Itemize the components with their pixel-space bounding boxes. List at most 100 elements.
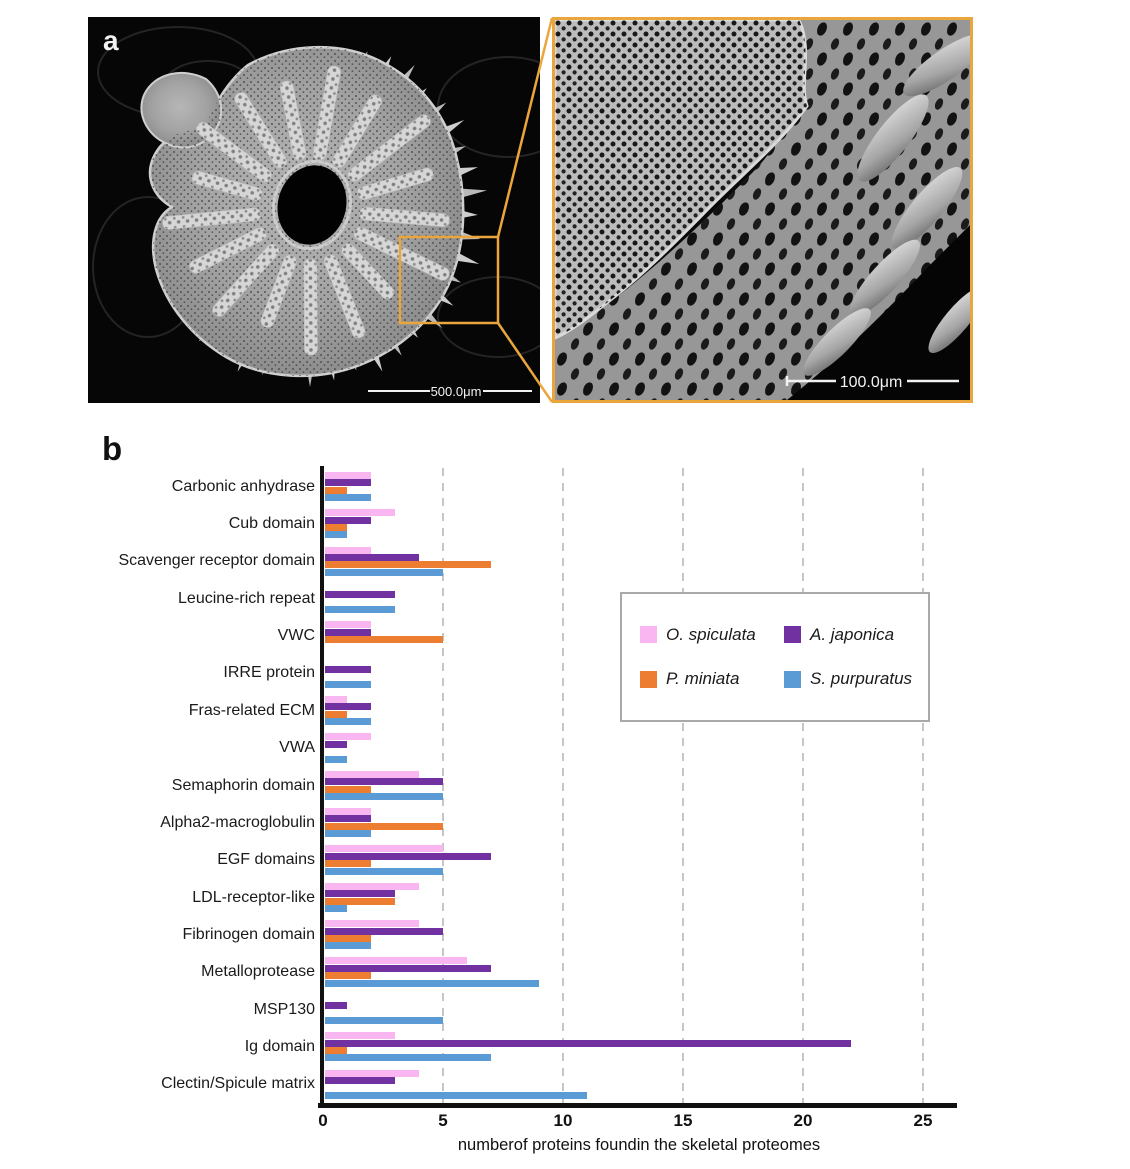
bar-a-japonica-ldl-receptor-like	[325, 890, 395, 898]
category-label-leucine-rich-repeat: Leucine-rich repeat	[178, 589, 315, 607]
zoom-roi-box	[398, 235, 500, 325]
bar-s-purpuratus-scavenger-receptor-domain	[325, 568, 443, 576]
legend-label-p-miniata: P. miniata	[666, 669, 740, 689]
sem-main-micrograph: 500.0μm	[88, 17, 540, 403]
bar-p-miniata-ig-domain	[325, 1046, 347, 1054]
bar-s-purpuratus-clectin-spicule-matrix	[325, 1091, 587, 1099]
category-label-ig-domain: Ig domain	[244, 1037, 315, 1055]
bar-a-japonica-metalloprotease	[325, 964, 491, 972]
bar-s-purpuratus-metalloprotease	[325, 979, 539, 987]
legend-swatch-s-purpuratus	[784, 670, 801, 688]
legend-swatch-o-spiculata	[640, 626, 657, 644]
bar-a-japonica-vwc	[325, 628, 371, 636]
bar-s-purpuratus-leucine-rich-repeat	[325, 606, 395, 614]
panel-b-label: b	[102, 430, 123, 467]
category-label-msp130: MSP130	[253, 1000, 315, 1018]
legend-item-s-purpuratus: S. purpuratus	[784, 669, 928, 689]
bar-o-spiculata-vwc	[325, 621, 371, 629]
bar-p-miniata-fibrinogen-domain	[325, 934, 371, 942]
bar-s-purpuratus-irre-protein	[325, 680, 371, 688]
bar-s-purpuratus-egf-domains	[325, 867, 443, 875]
x-axis-line	[318, 1103, 957, 1108]
bar-a-japonica-egf-domains	[325, 852, 491, 860]
x-tick-10: 10	[553, 1111, 573, 1130]
chart-legend: O. spiculata A. japonica P. miniata S. purp…	[620, 592, 930, 722]
bar-o-spiculata-egf-domains	[325, 845, 443, 853]
sem-inset-image: 100.0μm	[552, 17, 973, 403]
category-label-clectin-spicule-matrix: Clectin/Spicule matrix	[161, 1075, 315, 1093]
bar-o-spiculata-alpha2-macroglobulin	[325, 808, 371, 816]
bar-p-miniata-vwc	[325, 636, 443, 644]
inset-scale-bar	[785, 376, 959, 386]
bar-s-purpuratus-carbonic-anhydrase	[325, 494, 371, 502]
bar-a-japonica-semaphorin-domain	[325, 778, 443, 786]
gridline-15	[682, 468, 684, 1103]
bar-a-japonica-fibrinogen-domain	[325, 927, 443, 935]
bar-s-purpuratus-msp130	[325, 1017, 443, 1025]
x-tick-25: 25	[913, 1111, 933, 1130]
legend-swatch-p-miniata	[640, 670, 657, 688]
x-axis-title: numberof proteins foundin the skeletal p…	[457, 1136, 821, 1154]
inset-spines	[803, 33, 970, 376]
panel-a-label: a	[103, 25, 119, 56]
x-tick-5: 5	[438, 1111, 448, 1130]
category-label-scavenger-receptor-domain: Scavenger receptor domain	[118, 552, 315, 570]
gridline-20	[802, 468, 804, 1103]
ossicle-central-hole	[272, 159, 352, 251]
bar-a-japonica-clectin-spicule-matrix	[325, 1076, 395, 1084]
bar-a-japonica-fras-related-ecm	[325, 703, 371, 711]
bar-a-japonica-leucine-rich-repeat	[325, 591, 395, 599]
legend-label-a-japonica: A. japonica	[810, 624, 895, 644]
bar-a-japonica-irre-protein	[325, 666, 371, 674]
bar-s-purpuratus-fibrinogen-domain	[325, 942, 371, 950]
bar-a-japonica-ig-domain	[325, 1039, 851, 1047]
main-scale-bar-text: 500.0μm	[431, 384, 482, 399]
legend-item-o-spiculata: O. spiculata	[640, 625, 784, 645]
bar-s-purpuratus-fras-related-ecm	[325, 718, 371, 726]
category-label-carbonic-anhydrase: Carbonic anhydrase	[171, 477, 315, 495]
ossicle-ridges	[162, 65, 450, 356]
category-label-vwa: VWA	[279, 739, 315, 757]
bar-o-spiculata-metalloprotease	[325, 957, 467, 965]
bar-o-spiculata-ig-domain	[325, 1032, 395, 1040]
bar-o-spiculata-carbonic-anhydrase	[325, 471, 371, 479]
x-tick-20: 20	[793, 1111, 813, 1130]
bar-a-japonica-alpha2-macroglobulin	[325, 815, 371, 823]
bar-a-japonica-cub-domain	[325, 516, 371, 524]
category-label-fras-related-ecm: Fras-related ECM	[188, 701, 315, 719]
bar-p-miniata-semaphorin-domain	[325, 785, 371, 793]
category-label-fibrinogen-domain: Fibrinogen domain	[182, 925, 315, 943]
sem-main-image: 500.0μm a	[88, 17, 540, 403]
bar-s-purpuratus-semaphorin-domain	[325, 792, 443, 800]
gridline-25	[922, 468, 924, 1103]
gridline-10	[562, 468, 564, 1103]
x-tick-15: 15	[673, 1111, 693, 1130]
bar-s-purpuratus-vwa	[325, 755, 347, 763]
category-label-ldl-receptor-like: LDL-receptor-like	[192, 888, 315, 906]
category-label-egf-domains: EGF domains	[217, 851, 315, 869]
legend-label-s-purpuratus: S. purpuratus	[810, 669, 913, 689]
bar-s-purpuratus-ldl-receptor-like	[325, 904, 347, 912]
bar-o-spiculata-fras-related-ecm	[325, 695, 347, 703]
bar-o-spiculata-clectin-spicule-matrix	[325, 1069, 419, 1077]
category-label-metalloprotease: Metalloprotease	[201, 963, 315, 981]
fine-stereom-region	[555, 20, 809, 340]
bar-o-spiculata-scavenger-receptor-domain	[325, 546, 371, 554]
bar-s-purpuratus-ig-domain	[325, 1054, 491, 1062]
category-label-vwc: VWC	[277, 627, 315, 645]
gridline-5	[442, 468, 444, 1103]
bar-o-spiculata-ldl-receptor-like	[325, 882, 419, 890]
bar-p-miniata-scavenger-receptor-domain	[325, 561, 491, 569]
bar-p-miniata-alpha2-macroglobulin	[325, 822, 443, 830]
category-label-semaphorin-domain: Semaphorin domain	[171, 776, 315, 794]
bar-a-japonica-scavenger-receptor-domain	[325, 553, 419, 561]
legend-label-o-spiculata: O. spiculata	[666, 624, 756, 644]
legend-item-p-miniata: P. miniata	[640, 669, 784, 689]
bar-a-japonica-vwa	[325, 740, 347, 748]
x-tick-0: 0	[318, 1111, 328, 1130]
y-axis-line	[320, 466, 324, 1107]
bar-o-spiculata-fibrinogen-domain	[325, 920, 419, 928]
category-label-irre-protein: IRRE protein	[223, 664, 315, 682]
